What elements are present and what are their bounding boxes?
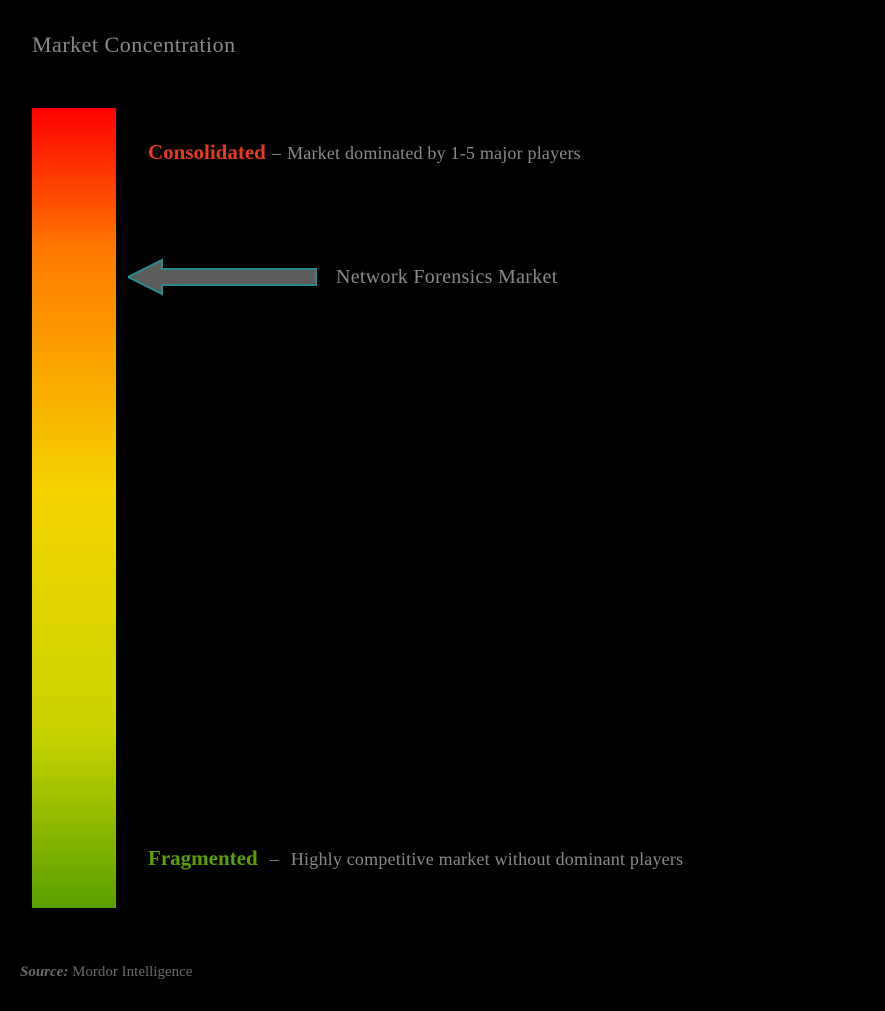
- fragmented-annotation: Fragmented – Highly competitive market w…: [148, 846, 683, 871]
- consolidated-description: Market dominated by 1-5 major players: [287, 143, 581, 164]
- arrow-polygon: [128, 260, 316, 294]
- arrow-left-icon: [128, 258, 318, 296]
- gradient-rect: [32, 108, 116, 908]
- consolidated-label: Consolidated: [148, 140, 266, 165]
- source-prefix: Source:: [20, 964, 68, 980]
- consolidated-annotation: Consolidated – Market dominated by 1-5 m…: [148, 140, 581, 165]
- consolidated-dash: –: [272, 143, 281, 164]
- market-pointer: Network Forensics Market: [128, 258, 558, 296]
- market-pointer-label: Network Forensics Market: [336, 266, 558, 289]
- fragmented-label: Fragmented: [148, 846, 258, 871]
- fragmented-description: Highly competitive market without domina…: [291, 849, 683, 870]
- chart-title: Market Concentration: [32, 32, 236, 58]
- concentration-gradient-bar: [32, 108, 116, 908]
- fragmented-dash: –: [270, 849, 279, 870]
- source-attribution: Source: Mordor Intelligence: [20, 964, 192, 981]
- source-value: Mordor Intelligence: [72, 964, 192, 980]
- gradient-svg: [32, 108, 116, 908]
